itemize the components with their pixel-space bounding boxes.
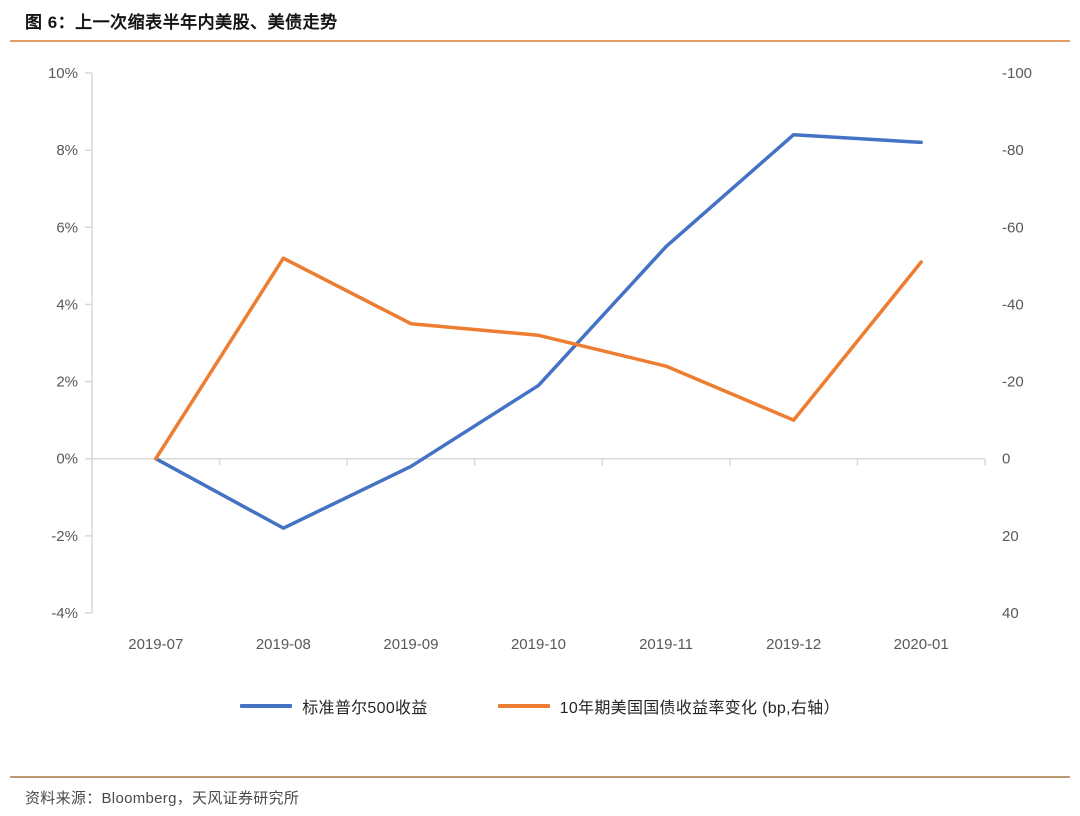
x-axis-label: 2019-09	[383, 636, 438, 653]
legend-item-treasury: 10年期美国国债收益率变化 (bp,右轴）	[497, 694, 840, 718]
left-axis-tick-label: 0%	[56, 451, 78, 468]
right-axis-tick-label: -40	[1002, 296, 1024, 313]
right-axis-tick-label: -60	[1002, 219, 1024, 236]
legend-label-treasury: 10年期美国国债收益率变化 (bp,右轴）	[559, 700, 840, 717]
x-axis-label: 2019-08	[256, 636, 311, 653]
x-axis-label: 2019-07	[128, 636, 183, 653]
right-axis-tick-label: -100	[1002, 65, 1032, 82]
source-note: 资料来源：Bloomberg，天风证券研究所	[25, 790, 300, 807]
left-axis-tick-label: -4%	[51, 605, 78, 622]
left-axis-tick-label: -2%	[51, 528, 78, 545]
series-line-1	[154, 256, 923, 461]
x-axis-label: 2019-11	[639, 636, 693, 653]
left-axis-tick-label: 10%	[48, 65, 78, 82]
right-axis-tick-label: -80	[1002, 142, 1024, 159]
figure-title: 图 6：上一次缩表半年内美股、美债走势	[25, 13, 338, 32]
legend-item-sp500: 标准普尔500收益	[240, 694, 427, 718]
sp500-line-swatch	[240, 704, 293, 708]
left-axis-tick-label: 2%	[56, 374, 78, 391]
left-axis-tick-label: 4%	[56, 296, 78, 313]
x-axis-label: 2019-10	[511, 636, 566, 653]
left-axis-tick-label: 8%	[56, 142, 78, 159]
right-axis-tick-label: 40	[1002, 605, 1019, 622]
x-axis-label: 2019-12	[766, 636, 821, 653]
left-axis-tick-label: 6%	[56, 219, 78, 236]
chart-legend: 标准普尔500收益 10年期美国国债收益率变化 (bp,右轴）	[0, 694, 1080, 718]
footer-divider	[10, 776, 1070, 778]
treasury-line-swatch	[497, 704, 550, 708]
right-axis-tick-label: -20	[1002, 374, 1024, 391]
title-divider	[10, 40, 1070, 42]
legend-label-sp500: 标准普尔500收益	[302, 700, 428, 717]
x-axis-label: 2020-01	[894, 636, 949, 653]
series-line-0	[154, 132, 923, 530]
line-chart-canvas: 10% 8% 6% 4% 2% 0% -2% -4% -100 -80 -60 -40 -20 0 20 40…	[48, 65, 1032, 653]
right-axis-tick-label: 20	[1002, 528, 1019, 545]
right-axis-tick-label: 0	[1002, 451, 1010, 468]
